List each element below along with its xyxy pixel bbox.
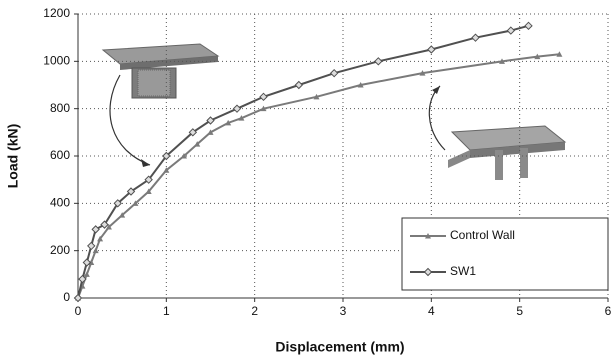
x-tick-label: 1: [163, 304, 170, 318]
marker: [295, 82, 302, 89]
marker: [92, 226, 99, 233]
x-tick-label: 2: [251, 304, 258, 318]
marker: [525, 22, 532, 29]
marker: [331, 70, 338, 77]
y-axis-title: Load (kN): [5, 124, 21, 189]
y-tick-label: 800: [50, 101, 70, 115]
marker: [507, 27, 514, 34]
chart: Displacement (mm) Load (kN) 0 200 400 600 80…: [0, 0, 615, 361]
arrowhead: [432, 86, 440, 94]
inset-right: [448, 126, 565, 180]
legend-label: SW1: [450, 264, 476, 278]
x-tick-label: 4: [428, 304, 435, 318]
legend-label: Control Wall: [450, 228, 515, 242]
x-tick-label: 0: [75, 304, 82, 318]
x-tick-label: 6: [605, 304, 612, 318]
marker: [260, 93, 267, 100]
y-tick-label: 200: [50, 243, 70, 257]
x-tick-label: 3: [340, 304, 347, 318]
inset-left: [103, 44, 218, 98]
y-tick-label: 600: [50, 148, 70, 162]
marker: [428, 46, 435, 53]
y-tick-label: 1000: [43, 54, 70, 68]
marker: [472, 34, 479, 41]
y-tick-label: 400: [50, 196, 70, 210]
y-tick-label: 1200: [43, 6, 70, 20]
x-axis-title: Displacement (mm): [275, 339, 404, 355]
x-tick-label: 5: [516, 304, 523, 318]
y-tick-label: 0: [63, 290, 70, 304]
marker: [93, 248, 99, 254]
marker: [375, 58, 382, 65]
marker: [88, 242, 95, 249]
arrowhead: [141, 159, 150, 167]
marker: [234, 105, 241, 112]
